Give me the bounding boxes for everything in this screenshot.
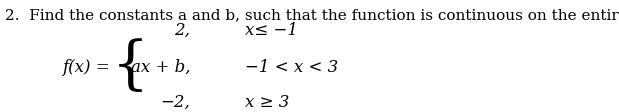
Text: −1 < x < 3: −1 < x < 3 bbox=[245, 59, 338, 76]
Text: {: { bbox=[111, 39, 149, 95]
Text: −2,: −2, bbox=[160, 94, 190, 111]
Text: f(x) =: f(x) = bbox=[62, 59, 110, 76]
Text: 2,: 2, bbox=[174, 22, 190, 39]
Text: ax + b,: ax + b, bbox=[131, 59, 190, 76]
Text: x≤ −1: x≤ −1 bbox=[245, 22, 298, 39]
Text: x ≥ 3: x ≥ 3 bbox=[245, 94, 289, 111]
Text: 2.  Find the constants a and b, such that the function is continuous on the enti: 2. Find the constants a and b, such that… bbox=[6, 9, 619, 23]
